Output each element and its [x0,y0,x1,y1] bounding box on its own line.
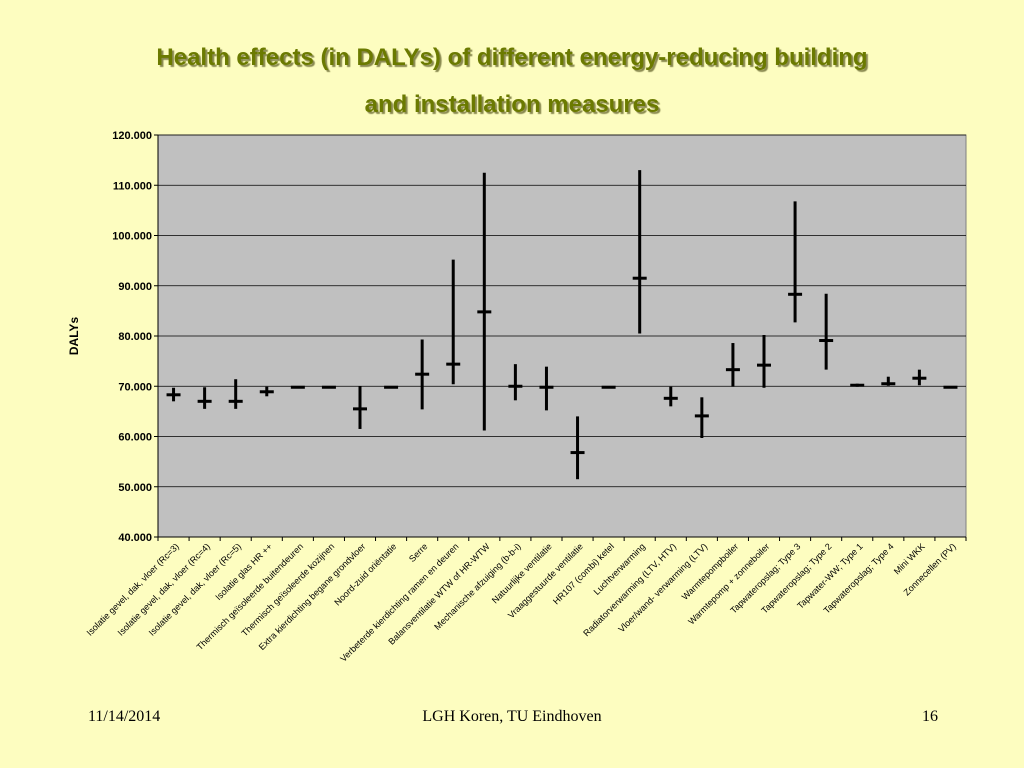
x-category-label: Isolatie glas HR ++ [213,541,274,602]
x-category-label: Natuurlijke ventilatie [490,541,554,605]
dalys-chart: 40.000 50.000 60.000 70.000 80.000 90.000 100.… [67,130,967,664]
y-tick-label: 100.000 [112,231,152,243]
y-axis-title: DALYs [67,317,81,356]
slide-title: Health effects (in DALYs) of different e… [60,34,964,128]
y-tick-label: 90.000 [118,281,152,293]
y-tick-label: 60.000 [118,432,152,444]
x-category-label: Noord-zuid oriëntatie [332,541,398,607]
y-tick-label: 50.000 [118,482,152,494]
y-tick-label: 80.000 [118,331,152,343]
y-tick-label: 110.000 [113,180,152,192]
title-line-2: and installation measures [364,91,660,118]
y-tick-label: 70.000 [118,381,152,393]
x-category-label: Verbeterde kierdichting ramen en deuren [338,541,460,663]
plot-area: 40.000 50.000 60.000 70.000 80.000 90.000 100.… [67,130,967,664]
x-category-label: Serre [407,541,430,564]
footer-date: 11/14/2014 [88,708,161,725]
x-category-label: Warmtepompboiler [680,541,741,602]
y-tick-label: 40.000 [118,532,152,544]
footer-author: LGH Koren, TU Eindhoven [422,708,602,725]
y-tick-label: 120.000 [112,130,152,142]
page-number: 16 [922,708,938,725]
title-line-1: Health effects (in DALYs) of different e… [156,44,868,71]
